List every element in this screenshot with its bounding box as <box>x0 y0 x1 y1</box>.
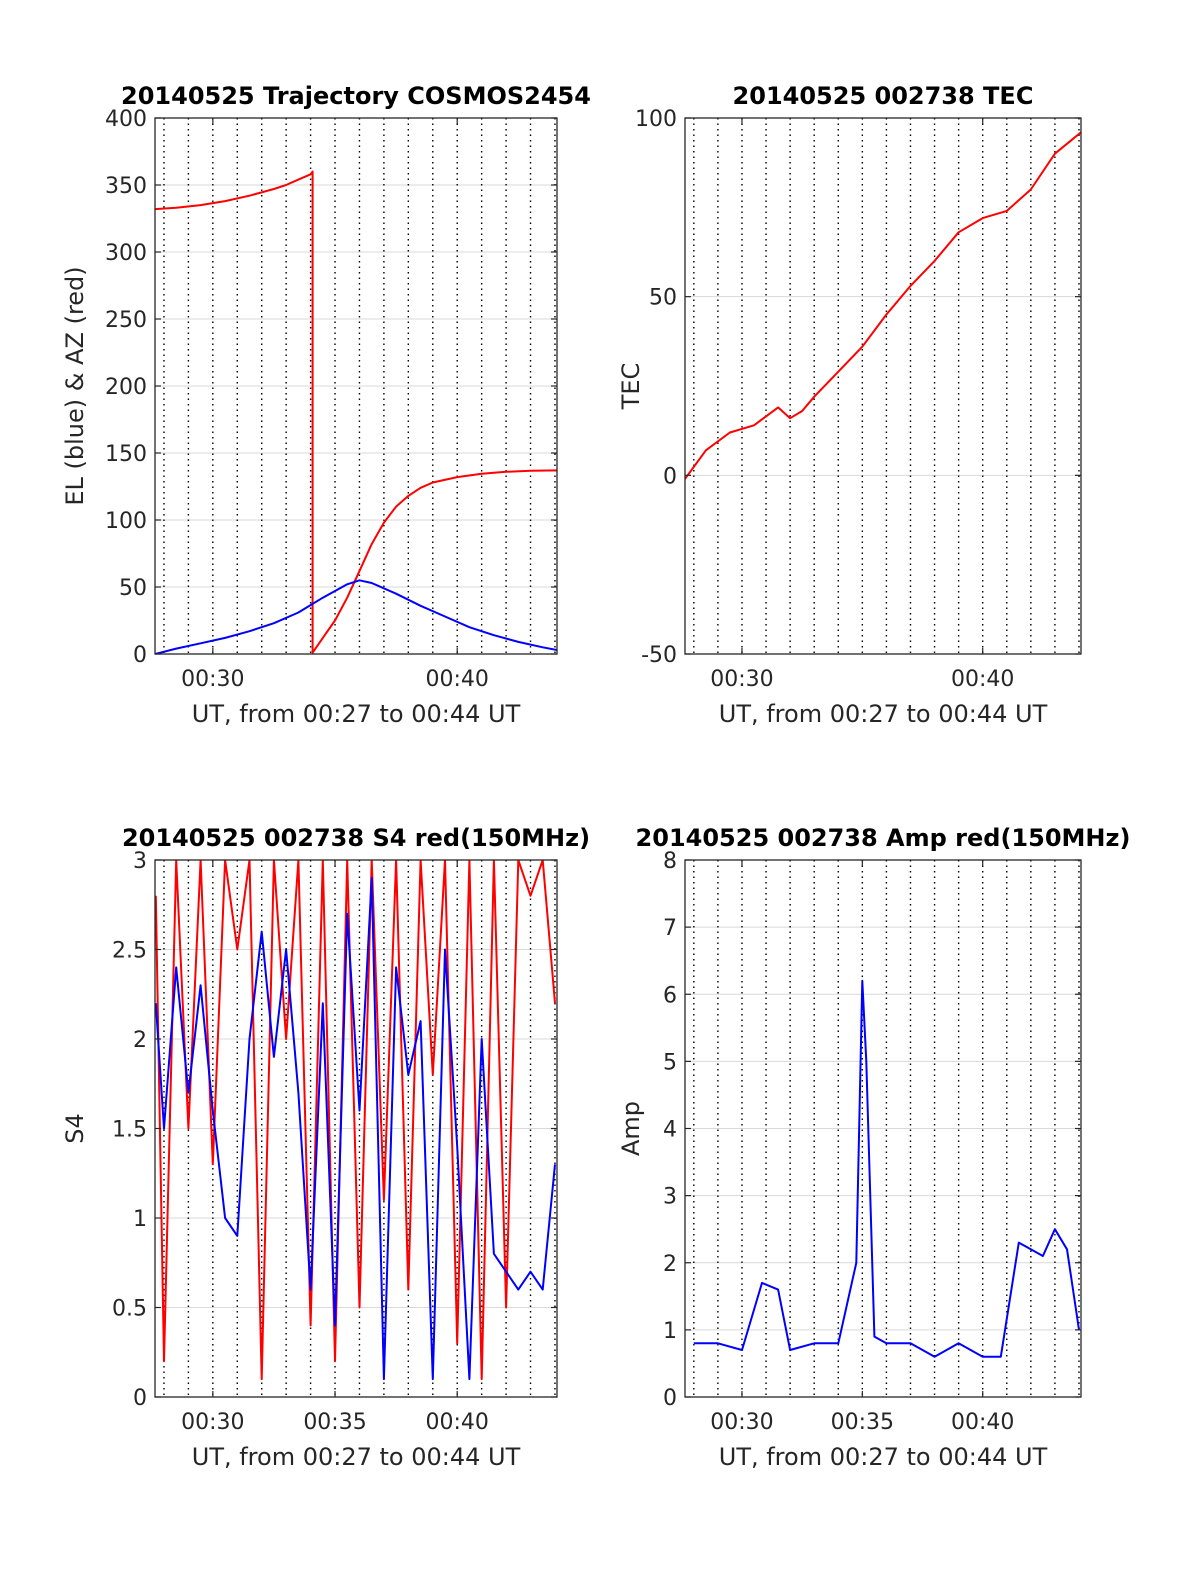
tec-panel: 20140525 002738 TEC UT, from 00:27 to 00… <box>617 82 1082 728</box>
amp-title: 20140525 002738 Amp red(150MHz) <box>636 824 1131 852</box>
trajectory-ytick-label: 400 <box>105 107 147 132</box>
trajectory-xtick-label: 00:40 <box>426 667 489 692</box>
tec-xlabel: UT, from 00:27 to 00:44 UT <box>719 700 1048 728</box>
tec-ytick-label: 0 <box>663 464 677 489</box>
s4-xtick-label: 00:40 <box>426 1410 489 1435</box>
amp-ylabel: Amp <box>617 1101 645 1156</box>
s4-series-1 <box>155 876 556 1381</box>
s4-xtick-label: 00:35 <box>303 1410 366 1435</box>
s4-ytick-label: 2 <box>133 1028 147 1053</box>
s4-xlabel: UT, from 00:27 to 00:44 UT <box>192 1443 521 1471</box>
s4-ytick-label: 0 <box>133 1386 147 1411</box>
amp-xtick-label: 00:35 <box>831 1410 894 1435</box>
trajectory-panel: 20140525 Trajectory COSMOS2454 UT, from … <box>61 82 591 728</box>
tec-axes-frame <box>684 117 1082 655</box>
trajectory-ytick-label: 250 <box>105 308 147 333</box>
trajectory-ytick-label: 350 <box>105 174 147 199</box>
trajectory-ytick-label: 150 <box>105 442 147 467</box>
amp-xlabel: UT, from 00:27 to 00:44 UT <box>719 1443 1048 1471</box>
trajectory-ytick-label: 0 <box>133 643 147 668</box>
trajectory-ylabel: EL (blue) & AZ (red) <box>61 266 89 505</box>
amp-ytick-label: 8 <box>663 849 677 874</box>
amp-ytick-label: 4 <box>663 1118 677 1143</box>
amp-series-0 <box>693 979 1080 1358</box>
amp-xtick-label: 00:40 <box>951 1410 1014 1435</box>
trajectory-title: 20140525 Trajectory COSMOS2454 <box>121 82 591 110</box>
trajectory-series-0 <box>155 170 557 654</box>
s4-xtick-label: 00:30 <box>181 1410 244 1435</box>
tec-series-0 <box>685 131 1081 480</box>
trajectory-series-1 <box>155 579 557 654</box>
amp-panel: 20140525 002738 Amp red(150MHz) UT, from… <box>617 824 1130 1471</box>
trajectory-ytick-label: 50 <box>119 576 147 601</box>
amp-ytick-label: 6 <box>663 983 677 1008</box>
s4-ylabel: S4 <box>61 1113 89 1144</box>
s4-ytick-label: 1.5 <box>112 1118 147 1143</box>
s4-series-0 <box>155 860 556 1381</box>
s4-panel: 20140525 002738 S4 red(150MHz) UT, from … <box>61 824 590 1471</box>
tec-ylabel: TEC <box>617 363 645 411</box>
s4-title: 20140525 002738 S4 red(150MHz) <box>122 824 590 852</box>
amp-ytick-label: 5 <box>663 1050 677 1075</box>
trajectory-ytick-label: 300 <box>105 241 147 266</box>
amp-ytick-label: 2 <box>663 1252 677 1277</box>
trajectory-xlabel: UT, from 00:27 to 00:44 UT <box>192 700 521 728</box>
trajectory-ytick-label: 200 <box>105 375 147 400</box>
trajectory-xtick-label: 00:30 <box>181 667 244 692</box>
tec-ytick-label: 100 <box>635 107 677 132</box>
s4-ytick-label: 1 <box>133 1207 147 1232</box>
trajectory-ytick-label: 100 <box>105 509 147 534</box>
s4-ytick-label: 2.5 <box>112 939 147 964</box>
amp-ytick-label: 1 <box>663 1319 677 1344</box>
amp-ytick-label: 0 <box>663 1386 677 1411</box>
amp-ytick-label: 7 <box>663 916 677 941</box>
tec-title: 20140525 002738 TEC <box>733 82 1034 110</box>
s4-ytick-label: 0.5 <box>112 1297 147 1322</box>
amp-xtick-label: 00:30 <box>710 1410 773 1435</box>
tec-ytick-label: 50 <box>649 286 677 311</box>
tec-xtick-label: 00:40 <box>951 667 1014 692</box>
tec-xtick-label: 00:30 <box>710 667 773 692</box>
tec-ytick-label: -50 <box>641 643 677 668</box>
amp-ytick-label: 3 <box>663 1185 677 1210</box>
s4-ytick-label: 3 <box>133 849 147 874</box>
